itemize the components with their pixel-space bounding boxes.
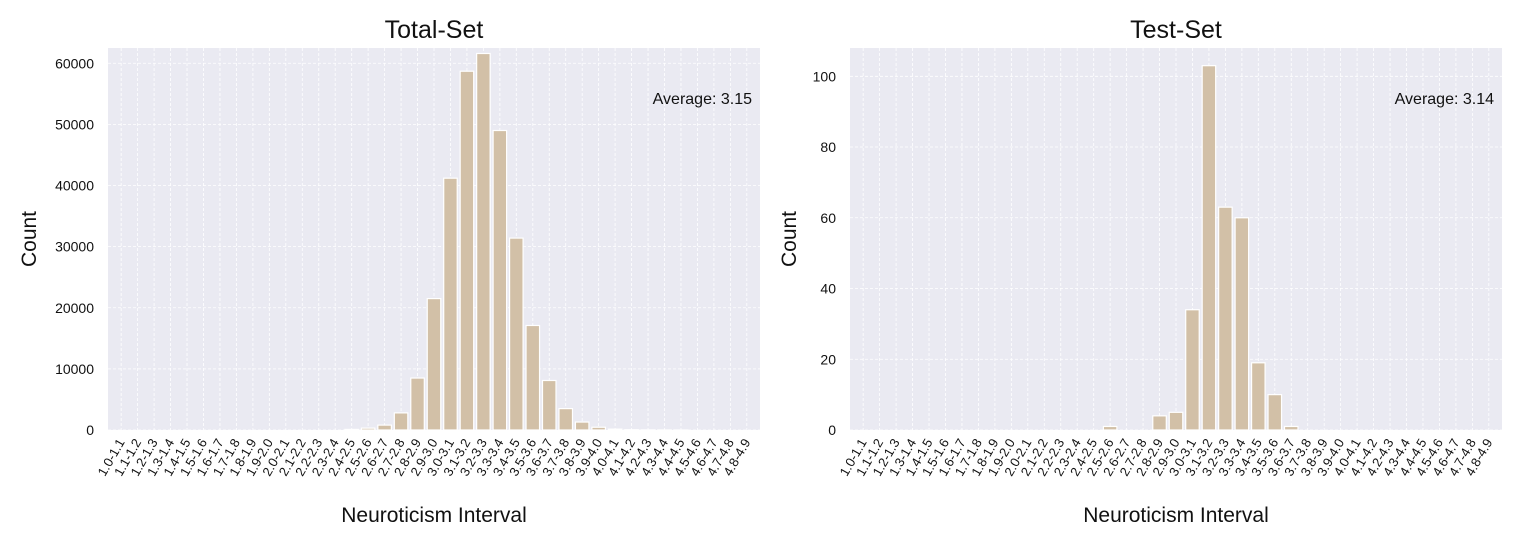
- bar: [525, 324, 541, 431]
- bar: [1102, 425, 1118, 431]
- bar: [541, 379, 557, 431]
- bar: [607, 428, 623, 431]
- bar: [591, 426, 606, 431]
- bar: [1267, 394, 1283, 431]
- chart-panel-1: 01000020000300004000050000600001.0-1.11.…: [18, 16, 760, 527]
- x-axis-label: Neuroticism Interval: [341, 504, 527, 527]
- bar: [443, 177, 458, 431]
- chart-title: Total-Set: [385, 16, 484, 44]
- y-tick-label: 10000: [55, 361, 94, 377]
- bar: [410, 377, 425, 431]
- x-axis-label: Neuroticism Interval: [1083, 504, 1269, 527]
- y-tick-label: 80: [820, 139, 836, 155]
- bar: [459, 70, 475, 431]
- y-tick-label: 20: [820, 351, 836, 367]
- bar: [1152, 415, 1167, 431]
- y-tick-label: 0: [828, 422, 836, 438]
- y-tick-label: 60: [820, 210, 836, 226]
- y-axis-label: Count: [778, 211, 801, 267]
- bar: [574, 421, 590, 431]
- bar: [508, 237, 524, 431]
- bar: [476, 52, 491, 431]
- bar: [426, 297, 442, 431]
- y-tick-label: 20000: [55, 300, 94, 316]
- bar: [1283, 425, 1299, 431]
- y-tick-label: 40000: [55, 178, 94, 194]
- y-axis-label: Count: [18, 211, 41, 267]
- bar: [393, 412, 409, 431]
- bar: [492, 129, 508, 431]
- y-tick-label: 0: [86, 422, 94, 438]
- bar: [1234, 217, 1250, 431]
- bar: [1185, 309, 1200, 431]
- bar: [1218, 206, 1233, 431]
- average-annotation: Average: 3.14: [1395, 91, 1494, 108]
- bar: [344, 428, 360, 431]
- bar: [360, 427, 376, 431]
- chart-panel-2: 0204060801001.0-1.11.1-1.21.2-1.31.3-1.4…: [778, 16, 1502, 527]
- y-tick-label: 50000: [55, 116, 94, 132]
- chart-title: Test-Set: [1130, 16, 1222, 44]
- y-tick-label: 60000: [55, 55, 94, 71]
- y-tick-label: 100: [813, 68, 837, 84]
- bar: [1250, 362, 1266, 431]
- bar: [1201, 65, 1217, 431]
- average-annotation: Average: 3.15: [653, 91, 752, 108]
- bar: [377, 424, 392, 431]
- bar: [558, 408, 574, 431]
- y-tick-label: 40: [820, 281, 836, 297]
- y-tick-label: 30000: [55, 239, 94, 255]
- bar: [1168, 411, 1184, 431]
